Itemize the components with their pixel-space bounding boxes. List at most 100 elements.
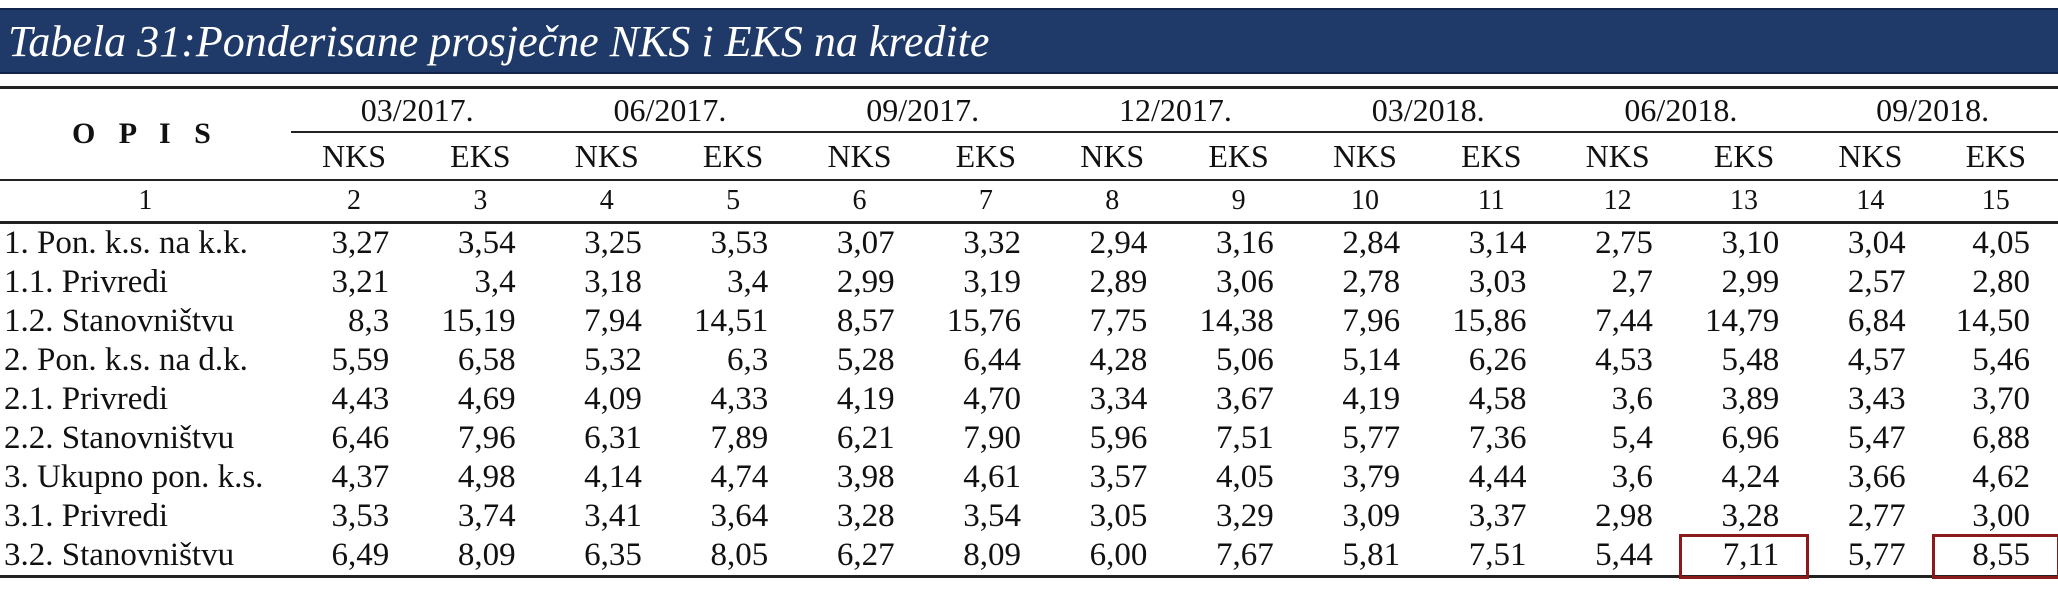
row-label: 2.2. Stanovništvu bbox=[4, 420, 235, 456]
table-cell: 5,14 bbox=[1342, 342, 1401, 378]
row-label: 2.1. Privredi bbox=[4, 381, 169, 417]
table-row: 3. Ukupno pon. k.s. 4,37 4,98 4,14 4,74 3,98 4… bbox=[0, 458, 2058, 497]
table-cell: 4,74 bbox=[710, 459, 769, 495]
table-cell: 3,34 bbox=[1089, 381, 1148, 417]
table-cell: 8,3 bbox=[347, 303, 390, 339]
table-cell: 3,64 bbox=[710, 498, 769, 534]
table-cell: 2,80 bbox=[1972, 264, 2030, 300]
table-row: 3.2. Stanovništvu 6,49 8,09 6,35 8,05 6,27 8,0… bbox=[0, 534, 2058, 579]
table-cell: 8,05 bbox=[710, 537, 769, 573]
table-cell: 5,44 bbox=[1595, 537, 1653, 573]
column-number: 15 bbox=[1933, 180, 2058, 224]
table-cell: 3,79 bbox=[1342, 459, 1401, 495]
table-cell: 7,44 bbox=[1595, 303, 1653, 339]
table-cell: 2,94 bbox=[1089, 225, 1148, 261]
table-cell: 3,21 bbox=[331, 264, 390, 300]
table-cell: 8,57 bbox=[836, 303, 895, 339]
table-cell: 3,32 bbox=[963, 225, 1022, 261]
metric-header-eks: EKS bbox=[669, 132, 797, 181]
table-cell: 3,6 bbox=[1611, 459, 1653, 495]
table-cell: 3,54 bbox=[457, 225, 516, 261]
table-cell: 3,05 bbox=[1089, 498, 1148, 534]
table-cell: 6,27 bbox=[836, 537, 895, 573]
table-cell: 3,29 bbox=[1216, 498, 1274, 534]
metric-header-eks: EKS bbox=[1933, 132, 2058, 181]
table-cell: 6,26 bbox=[1468, 342, 1527, 378]
table-cell: 14,51 bbox=[694, 303, 769, 339]
metric-header-nks: NKS bbox=[1807, 132, 1934, 181]
table-cell: 4,69 bbox=[457, 381, 516, 417]
table-cell: 15,19 bbox=[441, 303, 516, 339]
table-cell: 6,58 bbox=[457, 342, 516, 378]
period-header: 09/2017. bbox=[796, 87, 1050, 133]
table-cell: 3,41 bbox=[584, 498, 642, 534]
table-row: 2.1. Privredi 4,43 4,69 4,09 4,33 4,19 4,70 3,3… bbox=[0, 380, 2058, 419]
table-cell: 6,21 bbox=[836, 420, 895, 456]
table-title: Tabela 31:Ponderisane prosječne NKS i EK… bbox=[0, 8, 2058, 74]
table-cell: 4,70 bbox=[963, 381, 1022, 417]
metric-header-nks: NKS bbox=[1301, 132, 1429, 181]
table-cell: 6,46 bbox=[331, 420, 390, 456]
column-number: 14 bbox=[1807, 180, 1934, 224]
table-cell: 2,7 bbox=[1611, 264, 1653, 300]
table-cell: 4,62 bbox=[1972, 459, 2030, 495]
table-cell: 6,3 bbox=[727, 342, 769, 378]
table-cell: 3,07 bbox=[836, 225, 895, 261]
table-cell: 6,49 bbox=[331, 537, 390, 573]
table-cell: 3,43 bbox=[1847, 381, 1906, 417]
table-cell: 5,46 bbox=[1972, 342, 2030, 378]
table-cell: 3,67 bbox=[1216, 381, 1274, 417]
table-cell: 3,04 bbox=[1847, 225, 1906, 261]
table-cell: 3,6 bbox=[1611, 381, 1653, 417]
table-cell: 7,89 bbox=[710, 420, 769, 456]
table-cell: 3,27 bbox=[331, 225, 390, 261]
table-cell: 4,57 bbox=[1847, 342, 1906, 378]
table-cell: 5,4 bbox=[1611, 420, 1653, 456]
table-cell: 6,84 bbox=[1847, 303, 1906, 339]
table-cell: 7,96 bbox=[457, 420, 516, 456]
table-cell: 2,78 bbox=[1342, 264, 1401, 300]
table-cell: 4,09 bbox=[584, 381, 642, 417]
table-cell: 4,37 bbox=[331, 459, 390, 495]
table-cell: 3,66 bbox=[1847, 459, 1906, 495]
rates-table: O P I S 03/2017. 06/2017. 09/2017. 12/20… bbox=[0, 86, 2058, 579]
table-cell: 7,75 bbox=[1089, 303, 1148, 339]
row-label: 3.1. Privredi bbox=[4, 498, 169, 534]
table-cell: 3,4 bbox=[727, 264, 769, 300]
metric-header-eks: EKS bbox=[1175, 132, 1302, 181]
column-number: 2 bbox=[290, 180, 418, 224]
period-header: 12/2017. bbox=[1049, 87, 1302, 133]
table-cell: 14,79 bbox=[1704, 303, 1780, 339]
table-row: 1.2. Stanovništvu 8,3 15,19 7,94 14,51 8,57 15… bbox=[0, 302, 2058, 341]
metric-header-nks: NKS bbox=[290, 132, 418, 181]
metric-header-nks: NKS bbox=[1049, 132, 1176, 181]
table-cell: 4,44 bbox=[1468, 459, 1527, 495]
column-number: 4 bbox=[543, 180, 670, 224]
table-cell: 3,98 bbox=[836, 459, 895, 495]
row-label: 3. Ukupno pon. k.s. bbox=[4, 459, 264, 495]
table-cell: 7,51 bbox=[1216, 420, 1274, 456]
table-cell: 5,32 bbox=[584, 342, 642, 378]
table-cell: 4,24 bbox=[1721, 459, 1780, 495]
table-cell: 7,94 bbox=[584, 303, 642, 339]
table-cell: 15,76 bbox=[946, 303, 1022, 339]
table-cell: 7,51 bbox=[1468, 537, 1527, 573]
table-cell: 5,47 bbox=[1847, 420, 1906, 456]
table-cell: 4,33 bbox=[710, 381, 769, 417]
highlighted-cell: 7,11 bbox=[1678, 534, 1810, 579]
metric-header-eks: EKS bbox=[1428, 132, 1555, 181]
table-cell: 6,88 bbox=[1972, 420, 2030, 456]
table-cell: 2,98 bbox=[1595, 498, 1653, 534]
table-cell: 3,16 bbox=[1216, 225, 1274, 261]
table-cell: 6,00 bbox=[1089, 537, 1148, 573]
table-row: 1.1. Privredi 3,21 3,4 3,18 3,4 2,99 3,19 2,89 3… bbox=[0, 263, 2058, 302]
table-cell: 4,05 bbox=[1972, 225, 2030, 261]
table-cell: 3,70 bbox=[1972, 381, 2030, 417]
table-cell: 3,28 bbox=[836, 498, 895, 534]
table-cell: 8,09 bbox=[457, 537, 516, 573]
table-cell: 3,00 bbox=[1972, 498, 2030, 534]
table-cell: 2,89 bbox=[1089, 264, 1148, 300]
table-cell: 5,77 bbox=[1847, 537, 1906, 573]
table-cell: 4,53 bbox=[1595, 342, 1653, 378]
table-cell: 4,61 bbox=[963, 459, 1022, 495]
